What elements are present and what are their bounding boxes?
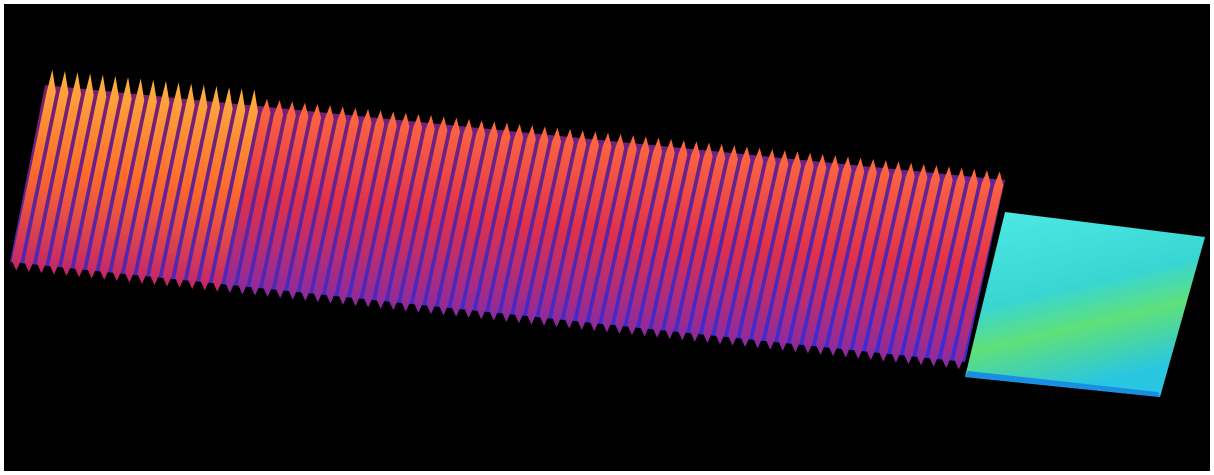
ridge [49, 73, 94, 275]
ridge [11, 69, 56, 271]
ridges [11, 69, 1004, 370]
ridge [62, 74, 107, 276]
ridge [564, 132, 612, 329]
ridge [401, 116, 448, 312]
ridge [790, 155, 839, 353]
ridge [112, 79, 157, 282]
ridge [150, 83, 195, 286]
ridge [665, 142, 713, 340]
ridge [325, 108, 372, 304]
ridge [388, 115, 435, 311]
ridge [99, 78, 145, 280]
ridge [338, 110, 385, 305]
ridge [602, 136, 650, 333]
ridge [652, 141, 701, 338]
ridge [36, 72, 82, 274]
ridge [526, 128, 574, 325]
ridge [690, 145, 738, 342]
ridge [87, 77, 132, 279]
ridge [175, 85, 221, 288]
ridge [954, 171, 1004, 370]
ridge [853, 161, 903, 359]
ridge [627, 138, 675, 336]
ridge [439, 120, 486, 316]
ridge [376, 113, 423, 309]
ridge [828, 158, 877, 357]
ridge [225, 98, 271, 294]
ridge [552, 131, 599, 328]
ridge [753, 151, 802, 349]
flat-region-edge [965, 371, 1160, 397]
ridge [715, 147, 764, 345]
ridge [514, 127, 562, 324]
ridge [941, 170, 991, 369]
ridge [539, 130, 587, 326]
ridge [866, 162, 915, 361]
ridge [476, 123, 524, 320]
ridge [413, 117, 461, 313]
ridge [313, 107, 359, 303]
ridge [489, 125, 536, 321]
ridge [841, 160, 890, 358]
ridge [891, 165, 941, 363]
ridge [263, 102, 309, 297]
ridge [614, 137, 663, 334]
ridge [351, 111, 397, 307]
ridge [464, 122, 511, 319]
ridge [451, 121, 498, 317]
ridge [137, 82, 183, 284]
ridge [640, 140, 688, 337]
ridge [778, 153, 827, 351]
ridge [275, 103, 322, 299]
ridge [24, 70, 69, 272]
ridge [903, 166, 953, 365]
ridge [740, 150, 789, 347]
ridge [803, 156, 852, 354]
ridge [250, 101, 296, 296]
ridge [426, 118, 473, 315]
ridge [212, 89, 258, 292]
ridge [815, 157, 865, 355]
ridge [363, 112, 410, 308]
ridge [589, 135, 637, 332]
ridge [124, 80, 170, 283]
ridge [300, 106, 347, 301]
ridge [74, 75, 119, 278]
ridge [187, 87, 233, 290]
ridge [162, 84, 208, 287]
ridge [577, 133, 625, 330]
ridge [501, 126, 549, 322]
ridge [288, 105, 334, 300]
ridge [765, 152, 814, 350]
flat-region [965, 212, 1205, 397]
ridge [878, 163, 928, 362]
ridge [916, 167, 966, 366]
ridge [677, 143, 726, 341]
ridge [200, 88, 246, 291]
ridge [728, 148, 776, 346]
ridge [929, 168, 978, 367]
ridge [237, 100, 284, 295]
ridge [702, 146, 751, 344]
